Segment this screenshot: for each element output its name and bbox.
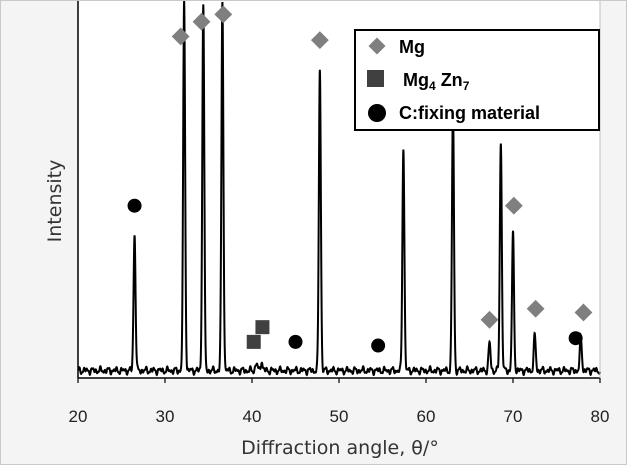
legend-label-part-mg: Mg <box>403 70 429 90</box>
mg-diamond-marker <box>526 299 545 318</box>
x-tick-label: 30 <box>156 407 175 426</box>
mg-diamond-marker <box>171 27 190 46</box>
x-tick-label: 40 <box>243 407 262 426</box>
y-axis-title: Intensity <box>44 160 66 243</box>
xrd-trace <box>77 1 601 377</box>
legend-item-mg4zn7: Mg4 Zn7 <box>367 70 470 93</box>
mg4zn7-square-marker <box>255 320 270 335</box>
x-tick-label: 50 <box>330 407 349 426</box>
legend-square-marker <box>367 70 384 87</box>
mg-diamond-marker <box>214 5 233 24</box>
c-circle-marker <box>371 338 386 353</box>
x-tick-label: 80 <box>591 407 610 426</box>
mg-diamond-marker <box>310 31 329 50</box>
x-tick-label: 70 <box>504 407 523 426</box>
mg-diamond-marker <box>192 12 211 31</box>
legend-label-part-zn: Zn <box>436 70 463 90</box>
xrd-trace-line <box>77 1 601 377</box>
legend-label-sub-7: 7 <box>463 79 470 93</box>
c-circle-marker <box>288 334 303 349</box>
mg-diamond-marker <box>480 310 499 329</box>
legend-label-mg4zn7: Mg4 Zn7 <box>403 70 470 93</box>
c-circle-marker <box>568 331 583 346</box>
x-tick-label: 20 <box>69 407 88 426</box>
x-axis-title: Diffraction angle, θ/° <box>241 437 439 459</box>
x-axis-ticks: 20 30 40 50 60 70 80 <box>69 378 610 426</box>
legend-label-c: C:fixing material <box>399 103 540 123</box>
legend-box <box>354 29 600 131</box>
mg-diamond-marker <box>574 303 593 322</box>
legend-label-mg: Mg <box>399 37 425 57</box>
legend-circle-marker <box>368 104 386 122</box>
mg-diamond-marker <box>504 196 523 215</box>
legend-label-sub-4: 4 <box>429 79 436 93</box>
x-tick-label: 60 <box>417 407 436 426</box>
c-circle-marker <box>127 198 142 213</box>
legend-item-c: C:fixing material <box>368 103 540 123</box>
mg4zn7-square-marker <box>246 334 261 349</box>
legend: Mg Mg4 Zn7 C:fixing material <box>354 29 600 131</box>
